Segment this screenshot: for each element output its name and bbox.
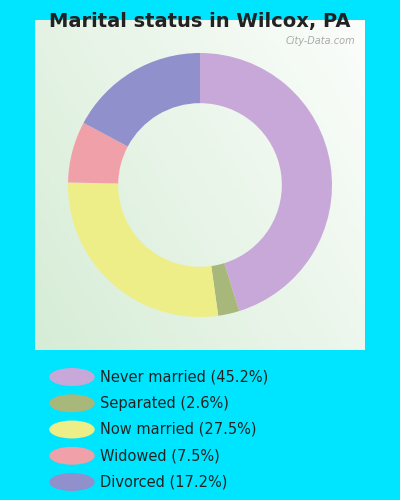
Circle shape — [50, 369, 94, 385]
Text: Now married (27.5%): Now married (27.5%) — [100, 422, 256, 437]
Text: Never married (45.2%): Never married (45.2%) — [100, 370, 268, 384]
Text: Divorced (17.2%): Divorced (17.2%) — [100, 474, 227, 490]
Circle shape — [50, 474, 94, 490]
Wedge shape — [84, 53, 200, 146]
Text: City-Data.com: City-Data.com — [286, 36, 355, 46]
Circle shape — [50, 395, 94, 411]
Wedge shape — [68, 182, 218, 317]
Wedge shape — [68, 123, 128, 184]
Wedge shape — [200, 53, 332, 311]
Circle shape — [50, 421, 94, 438]
Text: Widowed (7.5%): Widowed (7.5%) — [100, 448, 220, 463]
Text: Marital status in Wilcox, PA: Marital status in Wilcox, PA — [49, 12, 351, 32]
Wedge shape — [211, 263, 239, 316]
Text: Separated (2.6%): Separated (2.6%) — [100, 396, 229, 411]
Circle shape — [50, 448, 94, 464]
